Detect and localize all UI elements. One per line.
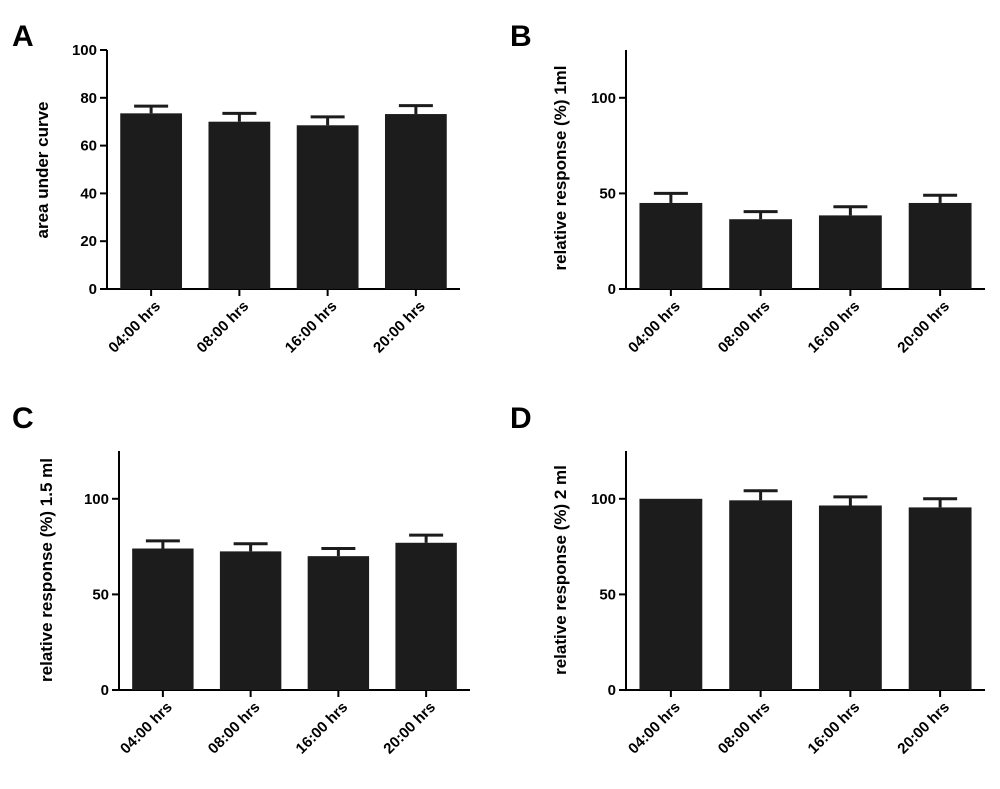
- x-tick-label: 20:00 hrs: [894, 298, 953, 357]
- y-tick-label: 100: [72, 42, 97, 59]
- y-tick-label: 100: [591, 90, 616, 107]
- bar: [818, 505, 882, 690]
- x-tick-label: 20:00 hrs: [380, 699, 439, 758]
- y-tick-label: 0: [608, 281, 616, 298]
- bar: [729, 500, 793, 690]
- y-tick-label: 0: [608, 682, 616, 699]
- y-axis-label: relative response (%) 2 ml: [551, 465, 570, 675]
- y-tick-label: 50: [92, 586, 109, 603]
- bar: [219, 551, 282, 690]
- bar: [384, 114, 447, 289]
- y-axis-label: relative response (%) 1.5 ml: [37, 458, 56, 682]
- y-tick-label: 80: [80, 90, 97, 107]
- panel-letter: B: [510, 20, 532, 53]
- y-tick-label: 0: [101, 682, 109, 699]
- x-tick-label: 08:00 hrs: [715, 699, 774, 758]
- x-tick-label: 04:00 hrs: [625, 298, 684, 357]
- panel-d: D relative response (%) 2 ml 0 50 100 04:00…: [510, 402, 985, 757]
- x-tick-label: 04:00 hrs: [117, 699, 176, 758]
- bar: [729, 219, 793, 289]
- x-tick-label: 08:00 hrs: [205, 699, 264, 758]
- x-tick-label: 16:00 hrs: [805, 298, 864, 357]
- bar: [639, 202, 703, 289]
- bar: [639, 498, 703, 690]
- panel-letter: C: [12, 402, 34, 435]
- y-tick-label: 100: [591, 491, 616, 508]
- y-axis-label: area under curve: [33, 101, 52, 238]
- x-tick-label: 16:00 hrs: [805, 699, 864, 758]
- x-tick-label: 16:00 hrs: [282, 298, 341, 357]
- bar: [908, 507, 972, 690]
- x-tick-label: 20:00 hrs: [370, 298, 429, 357]
- y-tick-label: 40: [80, 185, 97, 202]
- panel-letter: A: [12, 20, 34, 53]
- y-tick-label: 60: [80, 138, 97, 155]
- y-tick-label: 0: [89, 281, 97, 298]
- panel-b: B relative response (%) 1ml 0 50 100 04:00 …: [510, 20, 985, 356]
- bar: [208, 121, 271, 289]
- bar: [296, 125, 359, 289]
- y-tick-label: 100: [84, 491, 109, 508]
- y-axis-label: relative response (%) 1ml: [551, 65, 570, 270]
- bar: [132, 548, 194, 690]
- x-tick-label: 04:00 hrs: [105, 298, 164, 357]
- panel-c: C relative response (%) 1.5 ml 0 50 100 04:…: [12, 402, 470, 757]
- x-tick-label: 08:00 hrs: [715, 298, 774, 357]
- bar: [818, 215, 882, 289]
- bar: [307, 556, 370, 690]
- x-tick-label: 20:00 hrs: [894, 699, 953, 758]
- y-tick-label: 20: [80, 233, 97, 250]
- bar: [120, 113, 183, 290]
- x-tick-label: 08:00 hrs: [194, 298, 253, 357]
- panel-letter: D: [510, 402, 532, 435]
- bar: [908, 202, 972, 289]
- bar: [395, 542, 457, 690]
- panel-a: A area under curve 0 20 40 60 80 100 04:00 hrs…: [12, 20, 460, 356]
- y-tick-label: 50: [599, 586, 616, 603]
- x-tick-label: 04:00 hrs: [625, 699, 684, 758]
- x-tick-label: 16:00 hrs: [293, 699, 352, 758]
- y-tick-label: 50: [599, 185, 616, 202]
